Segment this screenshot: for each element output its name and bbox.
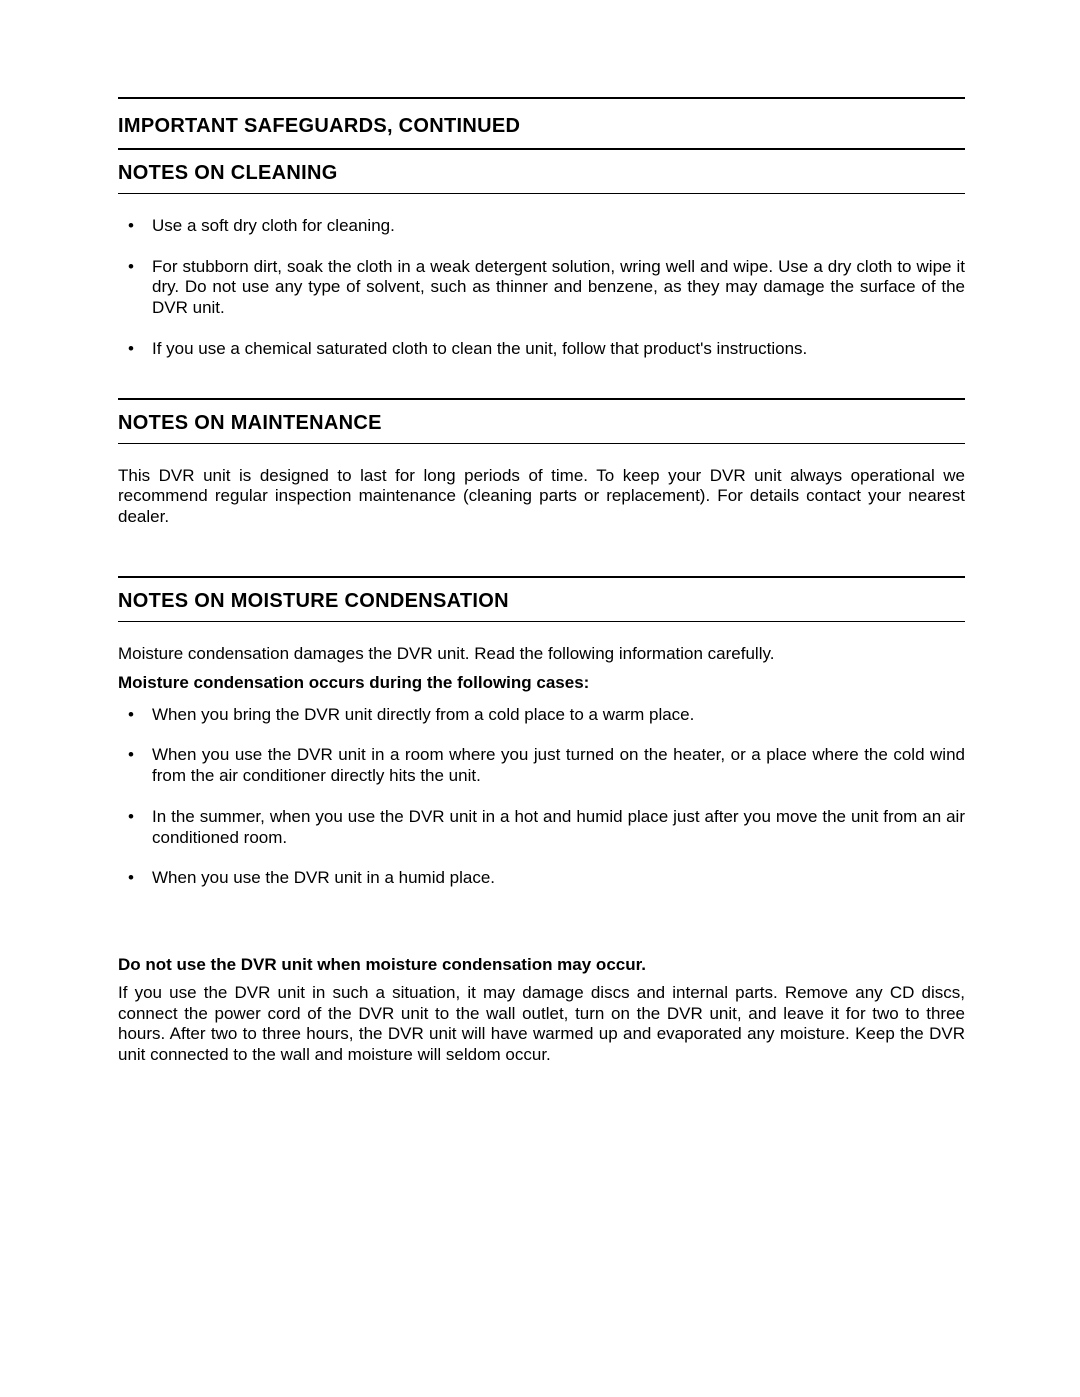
list-item: For stubborn dirt, soak the cloth in a w… [118, 257, 965, 319]
moisture-paragraph-2: If you use the DVR unit in such a situat… [118, 975, 965, 1066]
list-item: If you use a chemical saturated cloth to… [118, 339, 965, 360]
section-heading-moisture: NOTES ON MOISTURE CONDENSATION [118, 578, 965, 622]
maintenance-paragraph: This DVR unit is designed to last for lo… [118, 444, 965, 528]
section-heading-maintenance: NOTES ON MAINTENANCE [118, 400, 965, 444]
list-item: Use a soft dry cloth for cleaning. [118, 216, 965, 237]
top-rule [118, 97, 965, 99]
list-item: When you use the DVR unit in a humid pla… [118, 868, 965, 889]
moisture-bullet-list: When you bring the DVR unit directly fro… [118, 693, 965, 889]
main-heading: IMPORTANT SAFEGUARDS, CONTINUED [118, 111, 965, 148]
cleaning-bullet-list: Use a soft dry cloth for cleaning. For s… [118, 194, 965, 360]
moisture-intro: Moisture condensation damages the DVR un… [118, 622, 965, 665]
list-item: In the summer, when you use the DVR unit… [118, 807, 965, 848]
list-item: When you use the DVR unit in a room wher… [118, 745, 965, 786]
document-page: IMPORTANT SAFEGUARDS, CONTINUED NOTES ON… [0, 0, 1080, 1066]
list-item: When you bring the DVR unit directly fro… [118, 705, 965, 726]
moisture-subheading-2: Do not use the DVR unit when moisture co… [118, 909, 965, 975]
section-heading-cleaning: NOTES ON CLEANING [118, 150, 965, 194]
moisture-subheading-1: Moisture condensation occurs during the … [118, 665, 965, 693]
